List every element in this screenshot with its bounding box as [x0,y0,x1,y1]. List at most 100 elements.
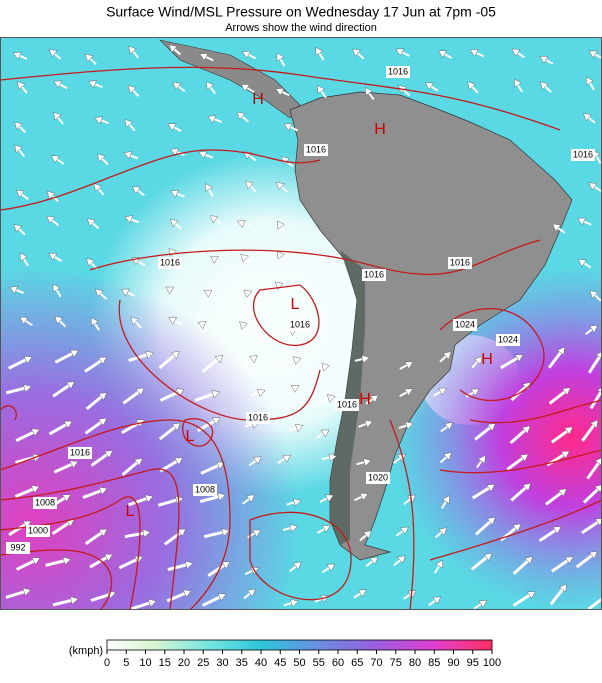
wind-arrow [510,482,532,502]
arrow-shaft [8,521,29,537]
arrow-shaft [538,527,559,543]
arrow-shaft [512,592,533,607]
wind-arrow [395,48,410,57]
arrow-head [438,527,448,536]
isobar [0,419,231,610]
wind-arrow [207,115,223,124]
arrow-head [182,589,192,598]
wind-arrow [128,494,154,507]
arrow-head [209,215,219,224]
wind-arrow [433,387,447,397]
wind-arrow [275,181,289,193]
isobar [0,66,561,131]
arrow-head [443,452,452,461]
arrow-head [12,51,22,60]
arrow-head [88,80,97,89]
arrow-shaft [48,421,70,436]
arrow-head [290,385,300,393]
arrow-head [206,81,215,90]
wind-arrow [285,385,300,394]
legend-tick-label: 20 [178,657,190,669]
wind-arrow [250,388,266,397]
isobar [389,419,415,610]
arrow-head [276,250,285,260]
arrow-head [321,525,331,533]
wind-arrow [8,520,32,537]
arrow-head [252,456,262,465]
arrow-head [364,87,373,96]
wind-arrows [5,44,602,610]
wind-arrow [439,452,452,464]
arrow-head [236,111,246,120]
arrow-head [53,80,63,89]
arrow-head [561,387,571,396]
wind-arrow [89,554,113,569]
arrow-head [84,53,94,63]
wind-arrow [282,523,298,533]
arrow-head [363,458,372,467]
arrow-head [120,288,130,297]
arrow-head [98,528,108,537]
isobar-label-box [68,447,92,459]
wind-arrow [315,46,325,61]
wind-arrow [512,556,534,575]
wind-arrow [320,394,336,403]
isobar [118,299,321,421]
wind-arrow [12,51,28,60]
isobar-label: 1008 [35,497,55,507]
wind-arrow [236,111,249,123]
arrow-shaft [158,424,179,441]
pressure-center: H [374,121,386,138]
arrow-shaft [509,427,529,445]
wind-arrow [550,426,574,444]
wind-arrow [288,423,304,433]
wind-arrow [5,587,32,599]
legend-tick-label: 25 [197,657,209,669]
wind-arrow [582,113,596,124]
arrow-shaft [549,586,566,606]
arrow-shaft [581,422,597,442]
isobar-label-box [158,257,182,269]
wind-arrow [577,259,592,269]
wind-arrow [286,498,302,507]
arrow-head [48,252,58,261]
colorbar [106,639,493,651]
arrow-head [13,224,23,233]
wind-arrow [124,215,140,224]
isobar-label-box [33,497,57,509]
wind-arrow [236,219,252,228]
arrow-head [130,316,139,325]
isobar-label: 1008 [195,484,215,494]
arrow-shaft [51,520,72,536]
wind-arrow [506,453,529,471]
arrow-head [275,88,285,96]
arrow-head [327,394,336,403]
wind-arrow [86,218,100,230]
arrow-head [70,349,79,358]
legend-tick-label: 65 [351,657,363,669]
arrow-head [317,85,325,94]
arrow-head [145,350,154,360]
arrow-head [564,426,574,435]
isobar-label-box [366,472,390,484]
arrow-head [124,215,134,224]
arrow-head [590,419,599,429]
wind-arrow [14,485,40,498]
arrow-head [477,455,486,464]
wind-arrow [500,354,524,370]
wind-arrow [588,182,602,193]
wind-arrow [84,53,97,66]
isobars [0,66,602,610]
arrow-head [217,593,227,602]
isobar-label: 1016 [450,257,470,267]
arrow-head [52,283,61,293]
legend-tick-label: 75 [390,657,402,669]
arrow-head [124,119,133,128]
wind-arrow [48,420,73,436]
isobar [249,511,352,601]
isobar-label-box [288,319,312,331]
pressure-center: H [252,91,264,108]
arrow-shaft [194,391,217,402]
wind-arrow [314,362,330,372]
